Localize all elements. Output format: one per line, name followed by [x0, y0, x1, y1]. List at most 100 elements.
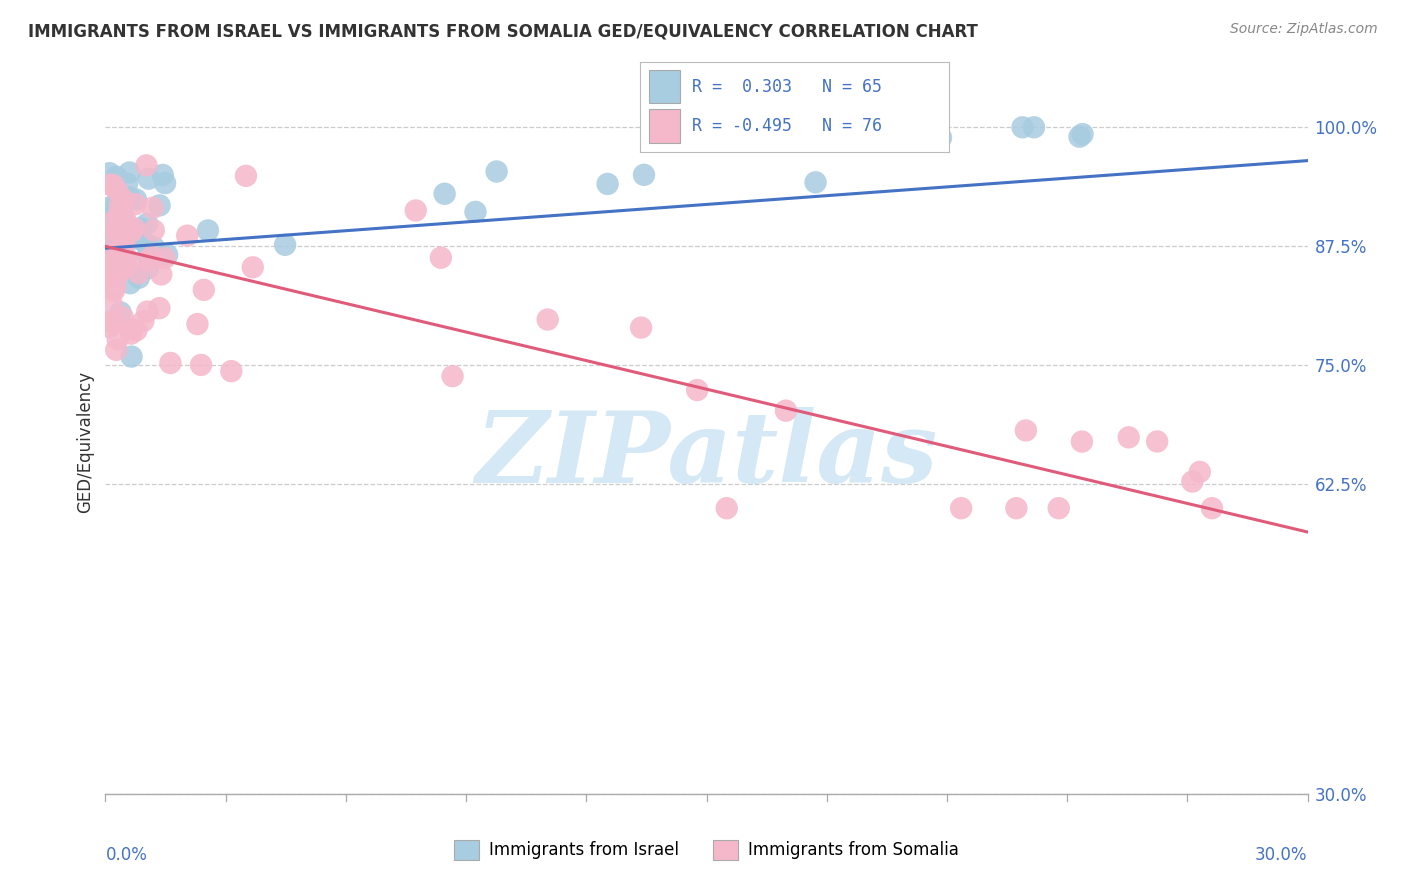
Point [464, 205, 486, 219]
Point [112, 238, 135, 252]
Text: Source: ZipAtlas.com: Source: ZipAtlas.com [1230, 22, 1378, 37]
Point [103, 284, 125, 298]
Point [1022, 120, 1045, 135]
Point [193, 283, 215, 297]
Point [98, 178, 121, 192]
Point [128, 270, 150, 285]
Point [101, 210, 124, 224]
Point [596, 177, 619, 191]
Point [121, 322, 143, 336]
Point [129, 221, 152, 235]
Point [98, 236, 121, 251]
Point [136, 217, 159, 231]
Point [1047, 501, 1070, 516]
Point [114, 260, 136, 274]
Point [136, 304, 159, 318]
Point [441, 369, 464, 384]
Point [108, 199, 131, 213]
Point [114, 212, 136, 227]
Point [118, 165, 141, 179]
Point [98, 222, 121, 236]
Point [1181, 475, 1204, 489]
Point [197, 223, 219, 237]
Point [108, 226, 131, 240]
Point [98, 268, 121, 283]
Point [108, 236, 131, 251]
Point [630, 320, 652, 334]
Text: IMMIGRANTS FROM ISRAEL VS IMMIGRANTS FROM SOMALIA GED/EQUIVALENCY CORRELATION CH: IMMIGRANTS FROM ISRAEL VS IMMIGRANTS FRO… [28, 22, 979, 40]
Text: 30.0%: 30.0% [1256, 847, 1308, 864]
Point [100, 257, 122, 271]
Point [104, 268, 127, 283]
Point [537, 312, 560, 326]
Point [718, 120, 741, 135]
Y-axis label: GED/Equivalency: GED/Equivalency [76, 370, 94, 513]
Point [107, 185, 129, 199]
Point [1011, 120, 1033, 135]
Point [120, 277, 142, 291]
Point [159, 356, 181, 370]
Point [1015, 424, 1038, 438]
Point [153, 251, 176, 265]
Point [112, 237, 135, 252]
Point [129, 233, 152, 247]
Point [107, 267, 129, 281]
Point [112, 194, 135, 208]
Point [101, 233, 124, 247]
Point [98, 227, 121, 242]
Point [108, 244, 131, 258]
Point [141, 250, 163, 264]
Point [633, 168, 655, 182]
Point [124, 197, 146, 211]
Point [1118, 430, 1140, 444]
Point [1069, 129, 1091, 144]
Point [100, 315, 122, 329]
Point [104, 256, 127, 270]
Point [129, 230, 152, 244]
Point [114, 252, 136, 266]
Point [150, 268, 173, 282]
Point [430, 251, 453, 265]
Point [156, 248, 179, 262]
Point [1071, 434, 1094, 449]
Point [107, 332, 129, 346]
Point [98, 211, 121, 226]
Point [821, 120, 844, 135]
Point [1146, 434, 1168, 449]
Text: ZIPatlas: ZIPatlas [475, 408, 938, 504]
Point [148, 301, 170, 315]
Point [142, 223, 165, 237]
Point [105, 197, 128, 211]
Point [98, 166, 121, 180]
Point [111, 209, 134, 223]
Point [101, 209, 124, 223]
Point [242, 260, 264, 275]
Point [108, 220, 131, 235]
Point [686, 383, 709, 397]
Point [103, 315, 125, 329]
Point [101, 297, 124, 311]
Point [112, 191, 135, 205]
Point [142, 240, 165, 254]
Point [121, 350, 143, 364]
Point [100, 243, 122, 257]
Point [125, 193, 148, 207]
Point [152, 168, 174, 182]
Point [105, 256, 128, 270]
Point [950, 501, 973, 516]
Point [111, 222, 134, 236]
Point [122, 221, 145, 235]
Text: R =  0.303   N = 65: R = 0.303 N = 65 [692, 78, 883, 95]
Point [115, 177, 138, 191]
Point [111, 247, 134, 261]
Point [149, 198, 172, 212]
Point [132, 314, 155, 328]
Text: R = -0.495   N = 76: R = -0.495 N = 76 [692, 117, 883, 135]
Point [108, 208, 131, 222]
Point [120, 326, 142, 341]
Point [775, 403, 797, 417]
Point [136, 261, 159, 276]
Point [274, 237, 297, 252]
Point [689, 133, 711, 147]
Point [110, 200, 132, 214]
